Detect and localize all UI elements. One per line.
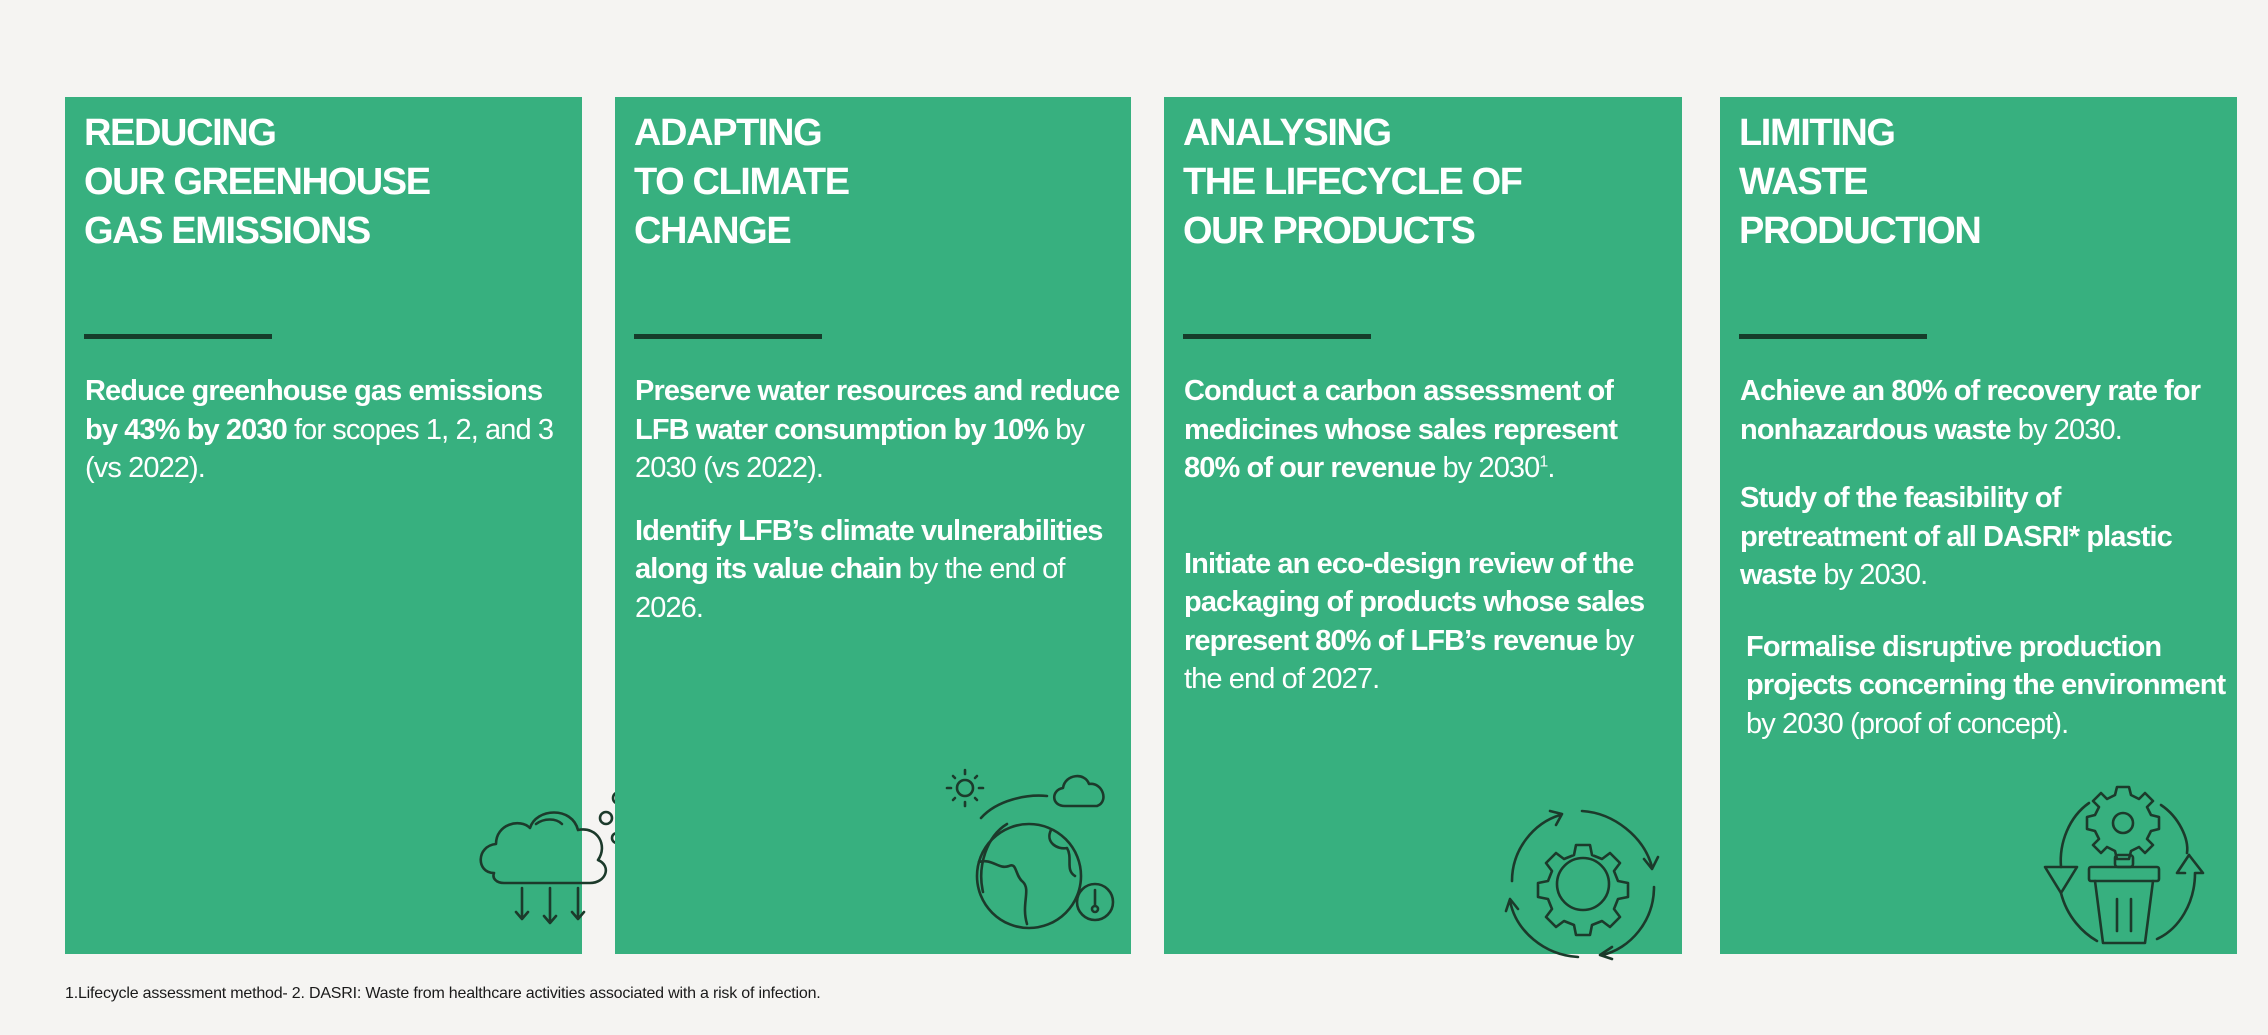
goal-paragraph: Identify LFB’s climate vulnerabilities a… xyxy=(635,512,1123,628)
card-greenhouse-gas: REDUCING OUR GREENHOUSE GAS EMISSIONS Re… xyxy=(65,97,627,954)
title-line: OUR GREENHOUSE xyxy=(84,161,431,203)
card-body: Reduce greenhouse gas emissions by 43% b… xyxy=(85,372,574,488)
goal-highlight: Study of the feasibility of pretreatment… xyxy=(1740,482,2173,591)
title-line: ANALYSING xyxy=(1183,112,1392,154)
globe-climate-icon xyxy=(945,766,1121,934)
divider xyxy=(634,334,822,339)
goal-text: . xyxy=(1547,452,1555,484)
recycle-bin-icon xyxy=(2039,783,2215,947)
title-line: GAS EMISSIONS xyxy=(84,210,371,252)
card-body: Conduct a carbon assessment of medicines… xyxy=(1184,372,1674,699)
title-line: OUR PRODUCTS xyxy=(1183,210,1476,252)
goal-paragraph: Preserve water resources and reduce LFB … xyxy=(635,372,1123,488)
goal-text: by 2030. xyxy=(1816,559,1928,591)
card-title: ANALYSING THE LIFECYCLE OF OUR PRODUCTS xyxy=(1183,109,1523,256)
title-line: PRODUCTION xyxy=(1739,210,1982,252)
goal-text: by the end of 2026. xyxy=(635,553,1065,624)
title-line: REDUCING xyxy=(84,112,277,154)
goal-paragraph: Conduct a carbon assessment of medicines… xyxy=(1184,372,1674,488)
goal-highlight: Conduct a carbon assessment of medicines… xyxy=(1184,375,1618,484)
footnote: 1.Lifecycle assessment method- 2. DASRI:… xyxy=(65,985,821,1002)
goal-text: by 2030 (vs 2022). xyxy=(635,413,1085,485)
goal-text: by 2030 (proof of concept). xyxy=(1746,707,2069,740)
divider xyxy=(1739,334,1927,339)
goal-text: by 2030 xyxy=(1435,452,1540,484)
goal-highlight: Initiate an eco-design review of the pac… xyxy=(1184,547,1645,657)
divider xyxy=(84,334,272,339)
goal-paragraph: Initiate an eco-design review of the pac… xyxy=(1184,545,1674,699)
divider xyxy=(1183,334,1371,339)
card-body: Preserve water resources and reduce LFB … xyxy=(635,372,1123,627)
card-title: ADAPTING TO CLIMATE CHANGE xyxy=(634,109,850,256)
goal-highlight: Identify LFB’s climate vulnerabilities a… xyxy=(635,514,1103,586)
goal-highlight: Reduce greenhouse gas emissions by 43% b… xyxy=(85,375,543,446)
title-line: LIMITING xyxy=(1739,112,1896,154)
card-title: REDUCING OUR GREENHOUSE GAS EMISSIONS xyxy=(84,109,431,256)
title-line: WASTE xyxy=(1739,161,1869,203)
title-line: TO CLIMATE xyxy=(634,161,850,203)
goal-highlight: Achieve an 80% of recovery rate for nonh… xyxy=(1740,375,2201,446)
card-waste-production: LIMITING WASTE PRODUCTION Achieve an 80%… xyxy=(1720,97,2237,954)
title-line: ADAPTING xyxy=(634,112,823,154)
card-climate-change: ADAPTING TO CLIMATE CHANGE Preserve wate… xyxy=(615,97,1131,954)
goal-paragraph: Study of the feasibility of pretreatment… xyxy=(1740,479,2229,595)
goal-paragraph: Formalise disruptive production projects… xyxy=(1740,628,2229,744)
goal-text: for scopes 1, 2, and 3 (vs 2022). xyxy=(85,413,554,485)
title-line: THE LIFECYCLE OF xyxy=(1183,161,1523,203)
card-product-lifecycle: ANALYSING THE LIFECYCLE OF OUR PRODUCTS … xyxy=(1164,97,1682,961)
footnote-marker: 1 xyxy=(1539,453,1548,471)
goal-highlight: Preserve water resources and reduce LFB … xyxy=(635,375,1120,446)
cloud-emissions-icon xyxy=(474,788,630,926)
goal-paragraph: Achieve an 80% of recovery rate for nonh… xyxy=(1740,372,2229,449)
goal-text: by 2030. xyxy=(2010,413,2123,446)
goal-text: by the end of 2027. xyxy=(1184,624,1634,696)
card-body: Achieve an 80% of recovery rate for nonh… xyxy=(1740,372,2229,743)
title-line: CHANGE xyxy=(634,210,792,252)
card-title: LIMITING WASTE PRODUCTION xyxy=(1739,109,1982,256)
goal-paragraph: Reduce greenhouse gas emissions by 43% b… xyxy=(85,372,574,488)
gear-cycle-icon xyxy=(1504,809,1662,961)
goal-highlight: Formalise disruptive production projects… xyxy=(1746,630,2226,702)
